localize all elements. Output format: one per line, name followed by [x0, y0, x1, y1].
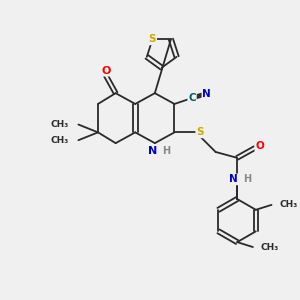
Text: N: N: [229, 174, 238, 184]
Text: O: O: [101, 66, 110, 76]
Text: O: O: [255, 141, 264, 151]
Text: CH₃: CH₃: [279, 200, 298, 209]
Text: CH₃: CH₃: [50, 136, 69, 145]
Text: H: H: [162, 146, 170, 156]
Text: S: S: [149, 34, 156, 44]
Text: CH₃: CH₃: [261, 242, 279, 251]
Text: CH₃: CH₃: [50, 120, 69, 129]
Text: N: N: [202, 89, 211, 99]
Text: S: S: [196, 128, 204, 137]
Text: C: C: [188, 93, 196, 103]
Text: H: H: [243, 174, 251, 184]
Text: N: N: [148, 146, 158, 156]
